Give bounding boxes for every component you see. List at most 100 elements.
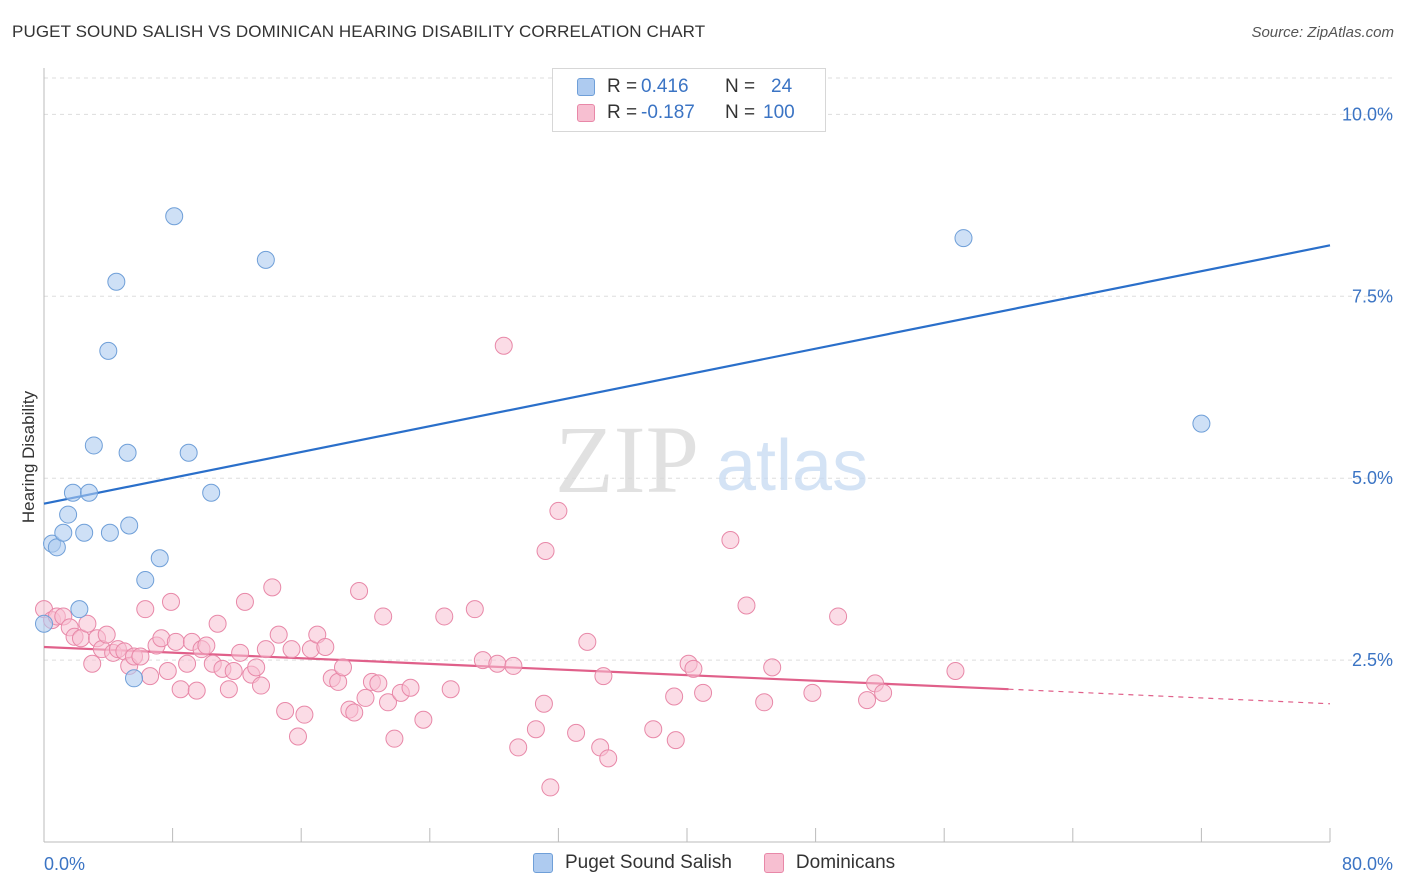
dominican-point [187,681,206,700]
dominican-point [178,654,197,673]
dominican-point [721,531,740,550]
chart-title: PUGET SOUND SALISH VS DOMINICAN HEARING … [12,22,706,41]
dominican-point [345,703,364,722]
legend-swatch-pink [577,104,595,122]
salish-point [136,571,155,590]
salish-point [84,436,103,455]
salish-point [80,483,99,502]
dominican-point [263,578,282,597]
dominican-point [136,600,155,619]
dominican-point [509,738,528,757]
dominican-point [504,656,523,675]
dominican-point [541,778,560,797]
bottom-legend-label: Puget Sound Salish [565,852,732,873]
dominican-point [276,702,295,721]
dominican-point [488,654,507,673]
dominican-point [197,636,216,655]
legend-r-label: R = [607,76,638,97]
salish-point [54,523,73,542]
dominican-point [224,662,243,681]
dominican-point [536,541,555,560]
salish-point [107,272,126,291]
dominican-point [166,632,185,651]
dominican-point [295,705,314,724]
dominican-point [549,501,568,520]
axes [43,68,1331,843]
dominican-point [465,600,484,619]
dominican-point [435,607,454,626]
dominican-point [385,729,404,748]
salish-point [179,443,198,462]
dominican-point [803,683,822,702]
bottom-legend-dominicans: Dominicans [763,852,895,874]
salish-point [256,250,275,269]
dominican-point [161,592,180,611]
y-tick-label: 10.0% [1342,104,1393,124]
dominican-point [401,678,420,697]
dominican-point [578,632,597,651]
bottom-legend-salish: Puget Sound Salish [533,852,732,874]
dominican-point [567,723,586,742]
dominican-point [131,647,150,666]
dominican-point [97,625,116,644]
dominican-point [374,607,393,626]
dominican-point [441,680,460,699]
dominican-point [269,625,288,644]
legend-r-value: 0.416 [641,76,689,97]
dominican-point [282,640,301,659]
legend-swatch-blue [577,78,595,96]
salish-point [70,600,89,619]
salish-point [59,505,78,524]
dominican-point [379,693,398,712]
y-tick-label: 7.5% [1352,286,1393,306]
salish-point [75,523,94,542]
dominican-point [737,596,756,615]
legend-n-value: 100 [763,102,795,123]
legend-box: R = 0.416 N = 24 R = -0.187 N = 100 [552,68,826,132]
dominican-point [534,694,553,713]
dominican-point [219,680,238,699]
dominican-point [78,614,97,633]
salish-point [954,229,973,248]
salish-point [1192,414,1211,433]
dominican-point [333,658,352,677]
salish-point [100,523,119,542]
dominican-point [316,637,335,656]
legend-n-value: 24 [771,76,793,97]
dominican-trendline-extension [1008,688,1331,705]
dominican-point [666,731,685,750]
dominican-point [231,643,250,662]
dominican-point [171,680,190,699]
salish-point [35,614,53,633]
dominican-point [858,691,877,710]
salish-point [150,549,169,568]
x-tick-label-min: 0.0% [44,854,85,874]
tick-labels: 2.5% 5.0% 7.5% 10.0% 0.0% 80.0% [44,104,1393,874]
dominican-point [369,674,388,693]
dominican-point [684,659,703,678]
dominican-point [526,720,545,739]
salish-trendline [43,244,1331,505]
dominican-point [208,614,227,633]
legend-r-value: -0.187 [641,102,695,123]
legend-r-label: R = [607,102,638,123]
dominican-point [665,687,684,706]
dominican-point [763,658,782,677]
watermark-atlas: atlas [716,426,868,506]
data-points [35,207,1211,797]
y-tick-label: 2.5% [1352,650,1393,670]
salish-point [63,483,82,502]
dominican-point [644,720,663,739]
dominican-point [594,667,613,686]
bottom-legend-swatch-blue [533,853,553,873]
dominican-point [494,336,513,355]
dominican-point [829,607,848,626]
legend-n-label: N = [725,76,756,97]
dominican-point [356,688,375,707]
bottom-legend-swatch-pink [763,853,784,873]
salish-point [118,443,137,462]
legend-n-label: N = [725,102,756,123]
legend-row-dominicans: R = -0.187 N = 100 [577,101,795,125]
dominican-point [252,676,271,695]
